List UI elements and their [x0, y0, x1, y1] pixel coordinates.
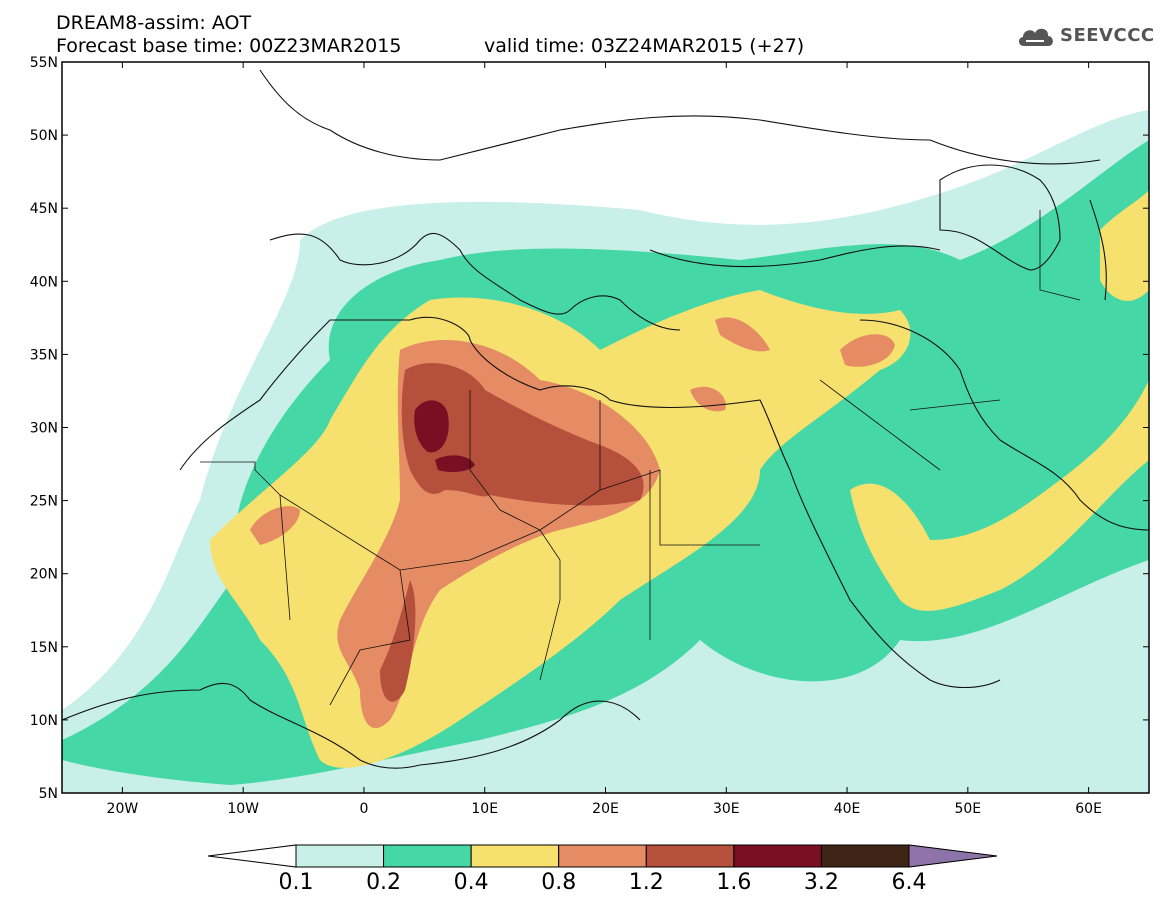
colorbar-under-triangle — [207, 844, 297, 868]
logo-text: SEEVCCC — [1060, 24, 1155, 46]
aot-level-0.4-east — [850, 380, 1149, 611]
lon-label: 40E — [834, 801, 861, 817]
lat-label: 35N — [30, 347, 58, 363]
lat-label: 50N — [30, 128, 58, 144]
lat-label: 40N — [30, 274, 58, 290]
colorbar-label: 0.1 — [278, 870, 314, 895]
lat-label: 30N — [30, 421, 58, 437]
aot-level-0.8-iraq — [840, 334, 895, 367]
colorbar-label: 1.6 — [716, 870, 752, 895]
aot-level-1.6-algeria — [414, 400, 449, 453]
forecast-base-time: Forecast base time: 00Z23MAR2015 — [56, 35, 402, 57]
colorbar-label: 0.4 — [453, 870, 489, 895]
aot-level-1.2-niger — [380, 580, 416, 702]
colorbar-label: 1.2 — [628, 870, 664, 895]
lon-label: 20W — [107, 801, 139, 817]
lon-label: 60E — [1075, 801, 1102, 817]
colorbar-box — [558, 844, 647, 868]
lon-label: 30E — [713, 801, 740, 817]
colorbar-label: 6.4 — [891, 870, 927, 895]
lat-label: 25N — [30, 494, 58, 510]
lon-label: 50E — [954, 801, 981, 817]
lat-label: 20N — [30, 567, 58, 583]
aot-level-0.4-caspian — [1100, 190, 1149, 301]
lat-label: 15N — [30, 640, 58, 656]
lon-label: 20E — [592, 801, 619, 817]
aot-level-1.6-libya — [435, 455, 475, 473]
aot-level-0.8-mauritania — [250, 506, 300, 545]
colorbar-over-triangle — [908, 844, 998, 868]
colorbar-label: 3.2 — [803, 870, 839, 895]
valid-time: valid time: 03Z24MAR2015 (+27) — [484, 35, 805, 57]
colorbar-box — [295, 844, 385, 868]
coastlines — [62, 69, 1149, 769]
lon-label: 10W — [227, 801, 259, 817]
colorbar-label: 0.2 — [366, 870, 402, 895]
lat-label: 55N — [30, 55, 58, 71]
lat-label: 45N — [30, 201, 58, 217]
colorbar-label: 0.8 — [541, 870, 577, 895]
longitude-labels: 20W 10W 0 10E 20E 30E 40E 50E 60E — [107, 801, 1102, 817]
colorbar-box — [383, 844, 472, 868]
seevccc-logo: SEEVCCC — [1016, 22, 1155, 48]
lat-label: 10N — [30, 713, 58, 729]
latitude-labels: 55N 50N 45N 40N 35N 30N 25N 20N 15N 10N 5N — [30, 55, 58, 802]
lon-label: 0 — [359, 801, 368, 817]
colorbar-box — [820, 844, 910, 868]
colorbar-box — [470, 844, 560, 868]
map-title: DREAM8-assim: AOT — [56, 12, 252, 34]
aot-level-0.8-crete — [715, 317, 770, 352]
lat-label: 5N — [39, 786, 58, 802]
colorbar — [207, 844, 998, 868]
axis-ticks — [62, 61, 1149, 794]
cloud-icon — [1018, 28, 1053, 46]
colorbar-box — [645, 844, 735, 868]
colorbar-box — [733, 844, 822, 868]
lon-label: 10E — [471, 801, 498, 817]
country-borders — [200, 210, 1081, 706]
aot-contours — [62, 62, 1149, 793]
